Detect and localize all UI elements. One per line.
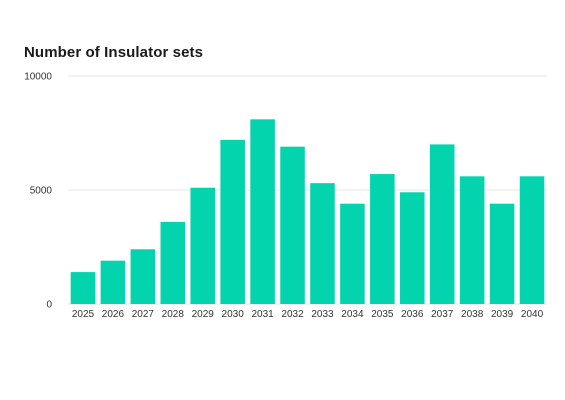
x-tick-label: 2039 (491, 309, 514, 320)
bar-2038 (459, 176, 485, 304)
x-tick-label: 2030 (222, 309, 245, 320)
bar-2026 (100, 260, 126, 304)
bar-2030 (220, 139, 245, 304)
x-tick-label: 2035 (371, 309, 394, 320)
bar-2036 (400, 192, 425, 304)
y-tick-label: 10000 (24, 72, 52, 83)
x-tick-label: 2031 (251, 309, 274, 320)
x-tick-label: 2038 (461, 309, 484, 320)
y-tick-label: 5000 (30, 186, 53, 197)
bar-2040 (519, 176, 545, 304)
chart-title: Number of Insulator sets (24, 44, 204, 61)
bar-2027 (130, 249, 156, 304)
bar-2028 (160, 221, 186, 304)
x-axis: 2025 2026 2027 2028 2029 2030 2031 2032 2033 2034… (72, 309, 544, 320)
bar-2031 (250, 119, 275, 304)
x-tick-label: 2037 (431, 309, 454, 320)
x-tick-label: 2028 (162, 309, 185, 320)
bar-2035 (370, 174, 395, 304)
x-tick-label: 2036 (401, 309, 424, 320)
x-tick-label: 2040 (521, 309, 544, 320)
y-tick-label: 0 (46, 300, 52, 311)
bars (70, 119, 545, 304)
x-tick-label: 2029 (192, 309, 215, 320)
bar-2039 (489, 203, 515, 304)
x-tick-label: 2027 (132, 309, 155, 320)
x-tick-label: 2032 (281, 309, 304, 320)
x-tick-label: 2033 (311, 309, 334, 320)
bar-2029 (190, 187, 215, 304)
x-tick-label: 2026 (102, 309, 125, 320)
bar-2033 (310, 183, 335, 304)
x-tick-label: 2034 (341, 309, 364, 320)
bar-2025 (70, 272, 96, 304)
bar-2037 (429, 144, 455, 304)
y-axis: 0 5000 10000 (24, 72, 52, 311)
x-tick-label: 2025 (72, 309, 95, 320)
bar-2034 (340, 203, 365, 304)
bar-2032 (280, 146, 305, 304)
